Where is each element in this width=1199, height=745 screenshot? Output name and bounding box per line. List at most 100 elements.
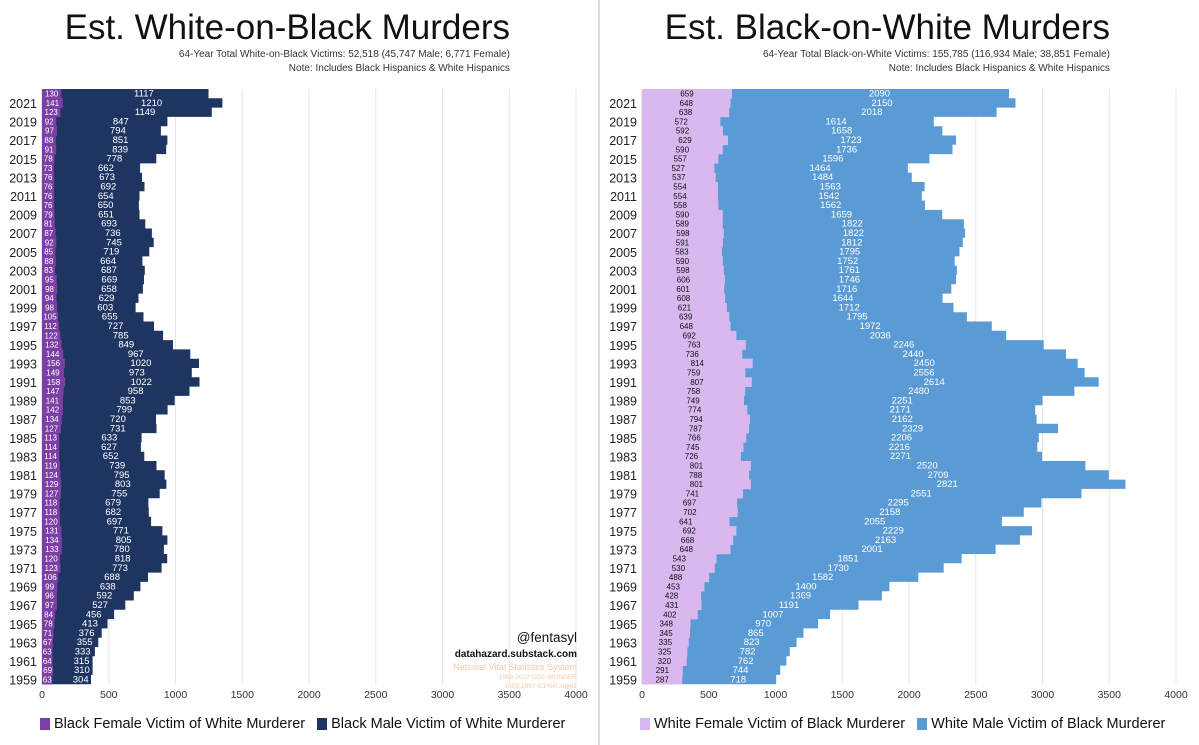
female-value-label: 745 — [686, 443, 700, 452]
male-value-label: 655 — [102, 312, 118, 323]
female-value-label: 648 — [680, 545, 694, 554]
legend-item-black-male: Black Male Victim of White Murderer — [317, 716, 565, 732]
male-value-label: 1822 — [842, 219, 863, 230]
y-tick-label: 1987 — [9, 413, 37, 427]
female-value-label: 287 — [655, 675, 669, 684]
female-value-label: 558 — [674, 201, 688, 210]
female-bar — [42, 368, 64, 378]
female-bar — [42, 98, 63, 108]
male-value-label: 629 — [99, 293, 115, 304]
female-value-label: 668 — [681, 536, 695, 545]
female-value-label: 120 — [44, 555, 58, 564]
y-tick-label: 1961 — [9, 655, 37, 669]
legend-swatch — [640, 718, 650, 730]
female-value-label: 766 — [687, 434, 701, 443]
left-panel: Est. White-on-Black Murders 64-Year Tota… — [0, 0, 598, 745]
female-value-label: 123 — [45, 564, 59, 573]
chart-note: Note: Includes Black Hispanics & White H… — [888, 63, 1110, 74]
male-value-label: 782 — [740, 647, 756, 658]
female-bar — [42, 470, 61, 480]
y-tick-label: 2005 — [9, 246, 37, 260]
y-tick-label: 2015 — [9, 153, 37, 167]
male-value-label: 839 — [112, 144, 128, 155]
y-tick-label: 1971 — [609, 562, 637, 576]
x-tick-label: 1000 — [764, 689, 788, 701]
female-value-label: 130 — [45, 90, 59, 99]
male-series-area — [42, 89, 223, 685]
y-tick-label: 1967 — [609, 599, 637, 613]
female-bar — [42, 637, 53, 648]
male-value-label: 1596 — [822, 154, 843, 165]
female-value-label: 590 — [676, 257, 690, 266]
male-value-label: 973 — [129, 368, 145, 379]
female-value-label: 114 — [44, 452, 57, 461]
male-value-label: 664 — [100, 256, 116, 267]
female-value-label: 132 — [45, 341, 59, 350]
female-bar — [42, 451, 60, 462]
male-value-label: 755 — [111, 488, 127, 499]
female-value-label: 141 — [46, 396, 60, 405]
male-value-label: 1464 — [810, 163, 831, 174]
male-value-label: 1736 — [836, 144, 857, 155]
female-value-label: 814 — [691, 359, 705, 368]
y-tick-label: 1997 — [9, 320, 37, 334]
chart-title: Est. White-on-Black Murders — [64, 8, 510, 47]
female-value-label: 98 — [45, 285, 54, 294]
male-value-label: 2329 — [902, 423, 923, 434]
female-value-label: 749 — [686, 396, 700, 405]
female-bar — [642, 386, 746, 397]
male-value-label: 1210 — [141, 98, 162, 109]
female-bar — [642, 526, 737, 536]
female-value-label: 69 — [43, 666, 52, 675]
female-bar — [42, 516, 61, 527]
male-value-label: 849 — [118, 340, 134, 351]
male-value-label: 958 — [128, 386, 144, 397]
female-value-label: 133 — [45, 545, 59, 554]
female-bar — [642, 479, 751, 490]
female-value-label: 64 — [43, 657, 52, 666]
legend-item-black-female: Black Female Victim of White Murderer — [40, 716, 305, 732]
male-value-label: 1795 — [847, 312, 868, 323]
female-value-label: 105 — [43, 313, 57, 322]
female-value-label: 83 — [44, 266, 53, 275]
y-tick-label: 2015 — [609, 153, 637, 167]
male-value-label: 633 — [101, 433, 117, 444]
y-tick-label: 1973 — [609, 543, 637, 557]
female-bar — [42, 182, 55, 192]
female-bar — [42, 563, 61, 573]
female-bar — [642, 637, 689, 648]
female-bar — [642, 247, 722, 257]
male-value-label: 2036 — [870, 330, 891, 341]
female-value-label: 76 — [44, 183, 53, 192]
female-value-label: 147 — [46, 387, 60, 396]
y-tick-label: 1985 — [9, 432, 37, 446]
male-value-label: 669 — [101, 275, 117, 286]
female-value-label: 88 — [44, 136, 53, 145]
female-bar — [42, 479, 62, 490]
female-value-label: 598 — [676, 229, 690, 238]
chart-subtitle: 64-Year Total White-on-Black Victims: 52… — [178, 49, 510, 60]
male-value-label: 1851 — [837, 554, 858, 565]
female-bar — [42, 312, 59, 322]
site-link[interactable]: datahazard.substack.com — [454, 649, 577, 660]
female-value-label: 758 — [687, 387, 701, 396]
male-value-label: 679 — [105, 498, 121, 509]
legend: Black Female Victim of White Murderer Bl… — [40, 716, 577, 732]
male-value-label: 2246 — [893, 340, 914, 351]
x-tick-label: 3000 — [1031, 689, 1055, 701]
male-value-label: 1369 — [790, 591, 811, 602]
y-tick-label: 1999 — [609, 302, 637, 316]
y-tick-label: 1991 — [9, 376, 37, 390]
female-bar — [42, 405, 63, 415]
female-value-label: 641 — [679, 517, 693, 526]
male-value-label: 1761 — [839, 265, 860, 276]
male-value-label: 2556 — [913, 368, 934, 379]
female-value-label: 488 — [669, 573, 683, 582]
male-value-label: 2229 — [883, 526, 904, 537]
female-bar — [642, 647, 688, 657]
female-bar — [42, 423, 61, 434]
y-tick-label: 1967 — [9, 599, 37, 613]
female-value-label: 85 — [44, 248, 53, 257]
female-value-label: 702 — [683, 508, 697, 517]
female-bar — [42, 572, 59, 583]
